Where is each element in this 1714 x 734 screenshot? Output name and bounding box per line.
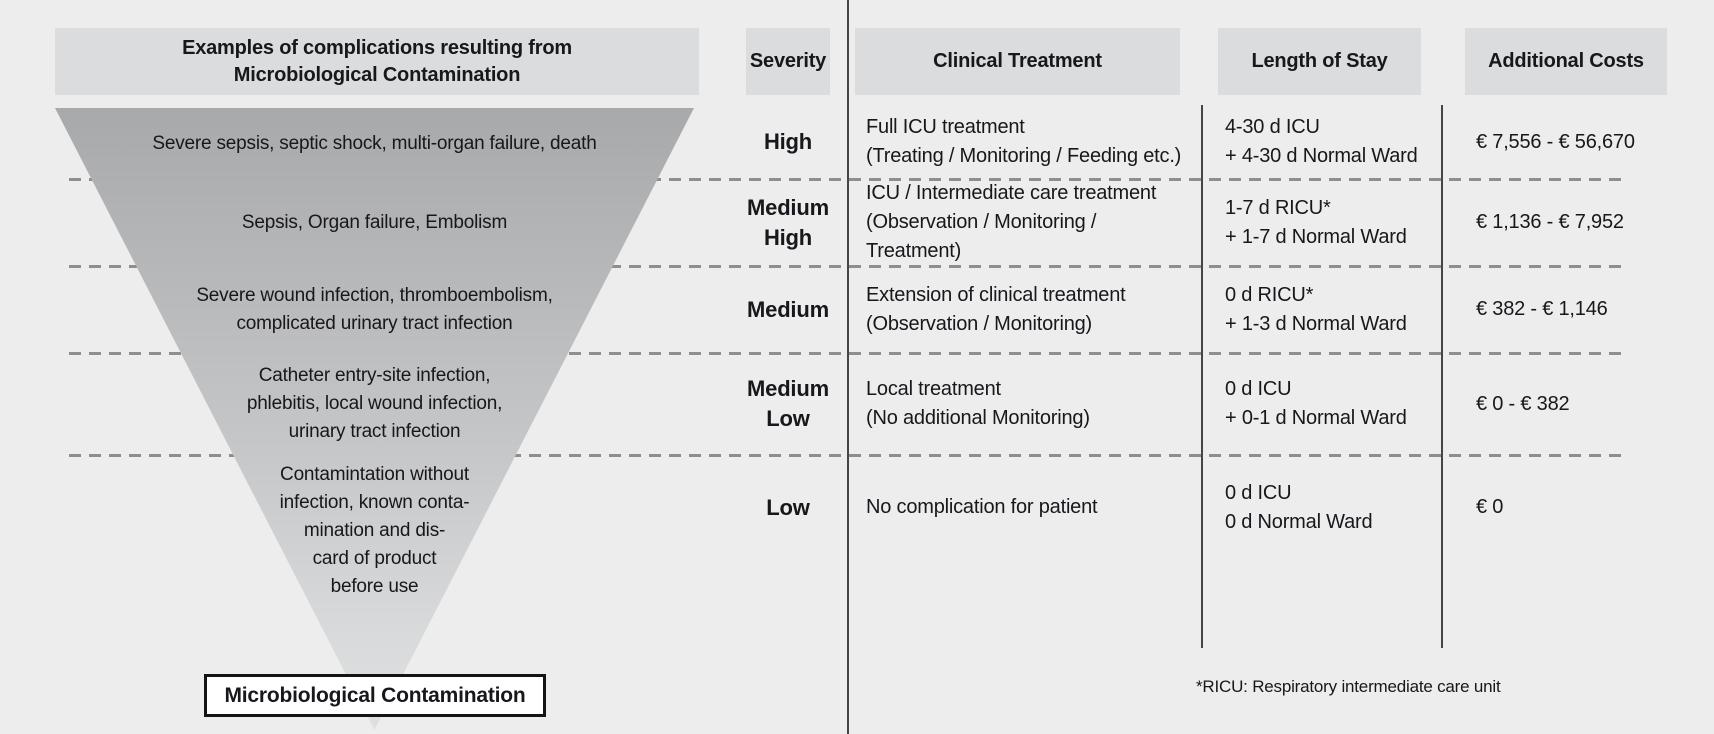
row-divider-2 bbox=[69, 265, 1625, 268]
costs-value: € 1,136 - € 7,952 bbox=[1476, 211, 1624, 233]
column-header-clinical-treatment: Clinical Treatment bbox=[855, 28, 1180, 95]
severity-value: Medium bbox=[747, 296, 829, 322]
funnel-level-3-examples: Severe wound infection, thromboembolism,… bbox=[196, 284, 553, 334]
column-header-severity: Severity bbox=[746, 28, 830, 95]
row-divider-4 bbox=[69, 454, 1625, 457]
costs-value: € 7,556 - € 56,670 bbox=[1476, 130, 1635, 153]
treatment-value: Full ICU treatment (Treating / Monitorin… bbox=[866, 116, 1182, 167]
ricu-footnote: *RICU: Respiratory intermediate care uni… bbox=[1196, 677, 1501, 696]
funnel-level-2-examples: Sepsis, Organ failure, Embolism bbox=[241, 211, 508, 233]
costs-value: € 0 - € 382 bbox=[1476, 392, 1570, 415]
treatment-value: ICU / Intermediate care treatment (Obser… bbox=[866, 182, 1157, 262]
severity-value: High bbox=[763, 129, 813, 154]
column-header-length-of-stay: Length of Stay bbox=[1218, 28, 1421, 95]
severity-value: Medium Low bbox=[747, 376, 829, 431]
divider-stay-costs bbox=[1441, 105, 1443, 648]
divider-severity-treatment bbox=[847, 0, 849, 734]
treatment-value: No complication for patient bbox=[866, 496, 1098, 518]
costs-value: € 0 bbox=[1476, 496, 1504, 518]
row-divider-1 bbox=[69, 178, 1625, 181]
column-header-examples: Examples of complications resulting from… bbox=[55, 28, 699, 95]
stay-value: 0 d ICU 0 d Normal Ward bbox=[1225, 481, 1373, 533]
treatment-value: Local treatment (No additional Monitorin… bbox=[866, 378, 1090, 429]
treatment-value: Extension of clinical treatment (Observa… bbox=[866, 283, 1126, 335]
costs-value: € 382 - € 1,146 bbox=[1476, 298, 1608, 320]
funnel-level-4-examples: Catheter entry-site infection, phlebitis… bbox=[246, 365, 503, 442]
stay-value: 1-7 d RICU* + 1-7 d Normal Ward bbox=[1225, 196, 1407, 248]
severity-value: Medium High bbox=[747, 194, 829, 250]
stay-value: 4-30 d ICU + 4-30 d Normal Ward bbox=[1225, 116, 1418, 167]
divider-treatment-stay bbox=[1201, 105, 1203, 648]
funnel-base-label: Microbiological Contamination bbox=[204, 674, 546, 717]
severity-value: Low bbox=[766, 494, 810, 520]
stay-value: 0 d ICU + 0-1 d Normal Ward bbox=[1225, 378, 1407, 429]
row-divider-3 bbox=[69, 352, 1625, 355]
funnel-level-5-examples: Contamintation without infection, known … bbox=[279, 464, 470, 597]
funnel-level-1-examples: Severe sepsis, septic shock, multi-organ… bbox=[152, 132, 597, 154]
stay-value: 0 d RICU* + 1-3 d Normal Ward bbox=[1225, 283, 1407, 335]
column-header-additional-costs: Additional Costs bbox=[1465, 28, 1667, 95]
